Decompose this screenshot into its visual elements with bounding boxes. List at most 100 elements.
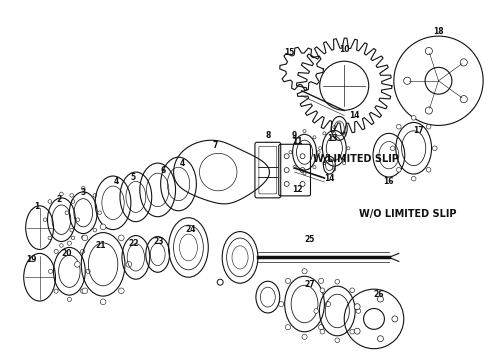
Circle shape bbox=[343, 162, 346, 165]
Text: 3: 3 bbox=[81, 188, 86, 197]
Circle shape bbox=[284, 154, 289, 159]
Circle shape bbox=[82, 288, 88, 294]
Text: 17: 17 bbox=[414, 126, 424, 135]
Text: 10: 10 bbox=[339, 45, 349, 54]
Text: 24: 24 bbox=[185, 225, 196, 234]
Circle shape bbox=[303, 172, 306, 175]
Text: 22: 22 bbox=[128, 239, 139, 248]
Circle shape bbox=[323, 162, 326, 165]
Circle shape bbox=[313, 136, 316, 139]
Circle shape bbox=[391, 146, 395, 150]
Circle shape bbox=[76, 218, 80, 221]
Text: 13: 13 bbox=[327, 134, 338, 143]
Text: 27: 27 bbox=[304, 280, 315, 289]
Circle shape bbox=[325, 301, 331, 307]
Circle shape bbox=[335, 279, 340, 284]
Circle shape bbox=[412, 176, 416, 181]
Circle shape bbox=[335, 338, 340, 343]
Circle shape bbox=[100, 299, 106, 305]
Text: 5: 5 bbox=[130, 172, 135, 181]
Circle shape bbox=[284, 181, 289, 186]
Circle shape bbox=[426, 125, 431, 129]
Circle shape bbox=[278, 301, 284, 307]
Circle shape bbox=[320, 329, 325, 334]
Text: 14: 14 bbox=[349, 111, 359, 120]
Circle shape bbox=[347, 147, 350, 150]
Text: 14: 14 bbox=[324, 174, 335, 183]
Circle shape bbox=[318, 325, 324, 330]
Circle shape bbox=[318, 278, 324, 283]
Circle shape bbox=[67, 297, 72, 301]
Text: 2: 2 bbox=[57, 195, 62, 204]
Circle shape bbox=[284, 168, 289, 172]
Circle shape bbox=[293, 166, 296, 169]
Circle shape bbox=[54, 249, 58, 253]
Circle shape bbox=[404, 77, 411, 84]
Circle shape bbox=[314, 309, 319, 313]
Text: 7: 7 bbox=[213, 141, 218, 150]
Circle shape bbox=[293, 136, 296, 139]
Circle shape bbox=[425, 48, 432, 55]
Circle shape bbox=[300, 181, 305, 186]
Text: 8: 8 bbox=[265, 131, 270, 140]
Circle shape bbox=[318, 147, 322, 150]
Text: W/LIMITED SLIP: W/LIMITED SLIP bbox=[313, 154, 399, 163]
Circle shape bbox=[81, 235, 85, 239]
Text: 15: 15 bbox=[285, 49, 295, 58]
Circle shape bbox=[86, 269, 90, 273]
Text: 9: 9 bbox=[292, 131, 297, 140]
Circle shape bbox=[60, 192, 63, 196]
Text: W/O LIMITED SLIP: W/O LIMITED SLIP bbox=[359, 209, 457, 219]
Circle shape bbox=[100, 224, 106, 230]
Circle shape bbox=[333, 126, 336, 129]
Circle shape bbox=[412, 116, 416, 120]
Circle shape bbox=[377, 336, 383, 342]
Circle shape bbox=[48, 200, 51, 203]
Circle shape bbox=[300, 168, 305, 172]
Circle shape bbox=[49, 269, 53, 273]
Text: 1: 1 bbox=[34, 202, 39, 211]
Text: 25: 25 bbox=[304, 235, 315, 244]
Circle shape bbox=[71, 200, 75, 203]
Text: 6: 6 bbox=[160, 166, 165, 175]
Circle shape bbox=[396, 125, 401, 129]
Circle shape bbox=[302, 269, 307, 274]
Circle shape bbox=[320, 288, 325, 293]
Circle shape bbox=[80, 289, 85, 293]
Circle shape bbox=[392, 316, 398, 322]
Circle shape bbox=[71, 236, 75, 240]
Circle shape bbox=[354, 304, 360, 310]
Circle shape bbox=[313, 166, 316, 169]
Circle shape bbox=[350, 329, 354, 334]
Circle shape bbox=[60, 244, 63, 247]
Circle shape bbox=[80, 249, 85, 253]
Circle shape bbox=[43, 218, 47, 221]
Circle shape bbox=[303, 130, 306, 133]
Text: 20: 20 bbox=[61, 249, 72, 258]
Circle shape bbox=[433, 146, 437, 150]
Circle shape bbox=[333, 168, 336, 171]
Text: 4: 4 bbox=[180, 159, 185, 168]
Text: 18: 18 bbox=[433, 27, 444, 36]
Circle shape bbox=[67, 241, 72, 245]
Text: 21: 21 bbox=[96, 241, 106, 250]
Circle shape bbox=[289, 151, 292, 154]
Circle shape bbox=[350, 288, 354, 293]
Circle shape bbox=[217, 279, 223, 285]
Circle shape bbox=[70, 228, 74, 232]
Circle shape bbox=[343, 132, 346, 135]
Circle shape bbox=[285, 278, 291, 283]
Circle shape bbox=[323, 132, 326, 135]
Text: 4: 4 bbox=[113, 177, 119, 186]
Circle shape bbox=[460, 59, 467, 66]
Circle shape bbox=[70, 194, 74, 197]
Circle shape bbox=[354, 328, 360, 334]
Circle shape bbox=[93, 194, 97, 197]
Circle shape bbox=[317, 151, 320, 154]
Circle shape bbox=[426, 167, 431, 172]
Circle shape bbox=[74, 261, 80, 267]
Circle shape bbox=[425, 107, 432, 114]
Circle shape bbox=[54, 289, 58, 293]
Circle shape bbox=[119, 288, 124, 294]
Text: 26: 26 bbox=[374, 289, 384, 298]
